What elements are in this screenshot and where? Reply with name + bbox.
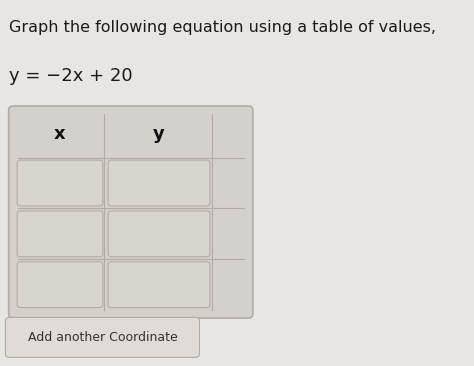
- FancyBboxPatch shape: [17, 211, 103, 257]
- FancyBboxPatch shape: [108, 262, 210, 307]
- FancyBboxPatch shape: [108, 160, 210, 206]
- Text: Add another Coordinate: Add another Coordinate: [27, 331, 177, 344]
- FancyBboxPatch shape: [5, 317, 200, 357]
- Text: Graph the following equation using a table of values,: Graph the following equation using a tab…: [9, 19, 437, 34]
- FancyBboxPatch shape: [17, 262, 103, 307]
- FancyBboxPatch shape: [17, 160, 103, 206]
- FancyBboxPatch shape: [9, 106, 253, 318]
- Text: y = −2x + 20: y = −2x + 20: [9, 67, 133, 85]
- FancyBboxPatch shape: [108, 211, 210, 257]
- Text: x: x: [54, 125, 66, 143]
- Text: y: y: [153, 125, 165, 143]
